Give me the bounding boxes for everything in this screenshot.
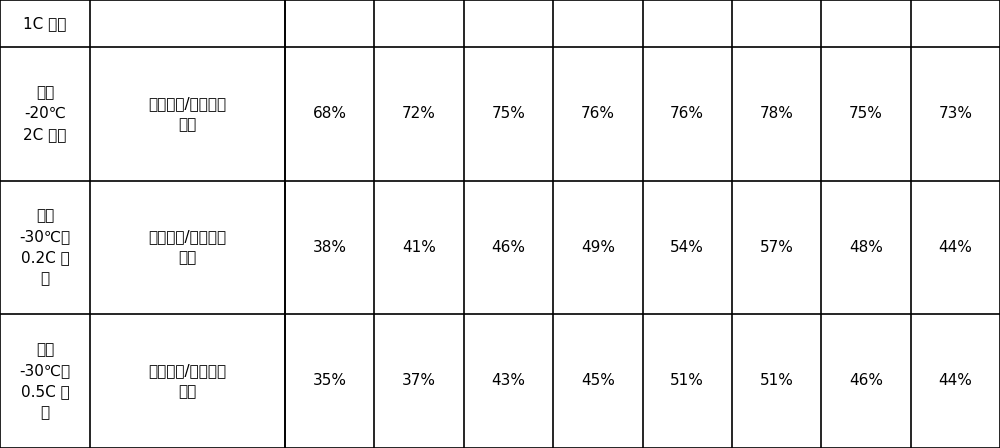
Text: 73%: 73% [938, 106, 972, 121]
Text: 78%: 78% [760, 106, 794, 121]
Text: 38%: 38% [313, 240, 347, 255]
Text: 41%: 41% [402, 240, 436, 255]
Text: 35%: 35% [313, 373, 347, 388]
Text: 37%: 37% [402, 373, 436, 388]
Text: 76%: 76% [670, 106, 704, 121]
Text: 充电容量/初始充电
容量: 充电容量/初始充电 容量 [148, 363, 227, 399]
Text: 48%: 48% [849, 240, 883, 255]
Text: 43%: 43% [491, 373, 525, 388]
Text: 1C 放电: 1C 放电 [23, 16, 67, 31]
Text: 49%: 49% [581, 240, 615, 255]
Text: 44%: 44% [938, 373, 972, 388]
Text: 57%: 57% [760, 240, 794, 255]
Text: 72%: 72% [402, 106, 436, 121]
Text: 75%: 75% [849, 106, 883, 121]
Text: 75%: 75% [492, 106, 525, 121]
Text: 54%: 54% [670, 240, 704, 255]
Text: 46%: 46% [491, 240, 525, 255]
Text: 低温
-20℃
2C 放电: 低温 -20℃ 2C 放电 [23, 85, 67, 142]
Text: 45%: 45% [581, 373, 615, 388]
Text: 76%: 76% [581, 106, 615, 121]
Text: 44%: 44% [938, 240, 972, 255]
Text: 51%: 51% [670, 373, 704, 388]
Text: 46%: 46% [849, 373, 883, 388]
Text: 低温
-30℃、
0.5C 充
电: 低温 -30℃、 0.5C 充 电 [19, 342, 71, 420]
Text: 低温
-30℃、
0.2C 充
电: 低温 -30℃、 0.2C 充 电 [19, 208, 71, 286]
Text: 68%: 68% [313, 106, 347, 121]
Text: 放电容量/初始放电
容量: 放电容量/初始放电 容量 [148, 96, 227, 132]
Text: 51%: 51% [760, 373, 794, 388]
Text: 充电容量/初始充电
容量: 充电容量/初始充电 容量 [148, 229, 227, 265]
